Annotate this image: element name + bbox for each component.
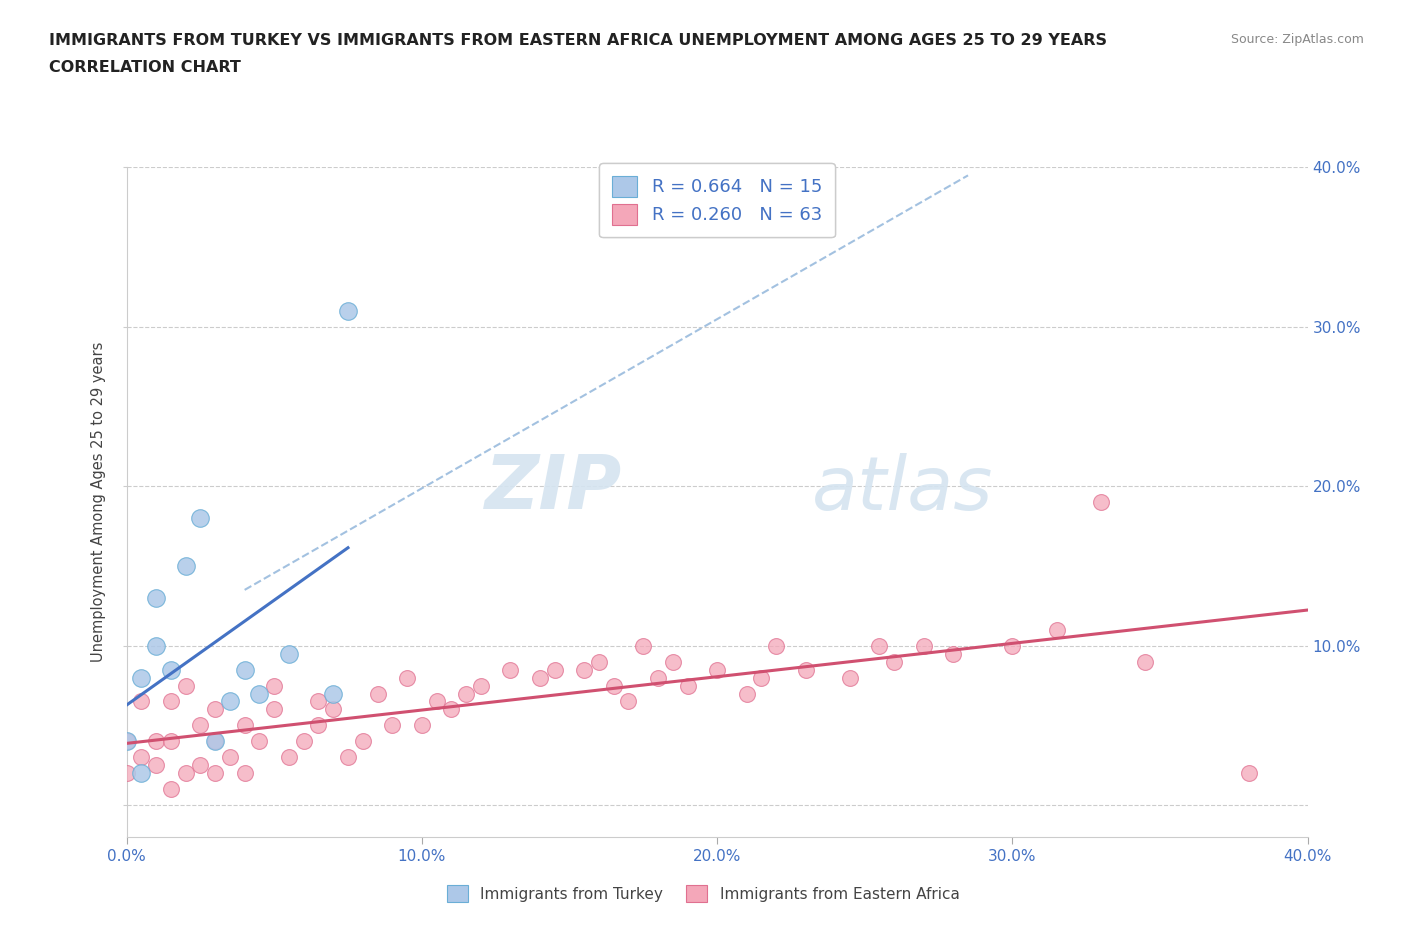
Y-axis label: Unemployment Among Ages 25 to 29 years: Unemployment Among Ages 25 to 29 years: [91, 342, 107, 662]
Point: [129, 671, 153, 685]
Point: [188, 758, 211, 773]
Point: [115, 765, 138, 780]
Point: [647, 671, 669, 685]
Point: [765, 638, 787, 653]
Point: [233, 662, 256, 677]
Point: [219, 694, 242, 709]
Point: [337, 303, 360, 318]
Legend: Immigrants from Turkey, Immigrants from Eastern Africa: Immigrants from Turkey, Immigrants from …: [436, 874, 970, 913]
Point: [159, 734, 183, 749]
Point: [233, 718, 256, 733]
Point: [543, 662, 565, 677]
Point: [1090, 495, 1112, 510]
Point: [219, 750, 242, 764]
Point: [381, 718, 404, 733]
Point: [115, 734, 138, 749]
Point: [204, 734, 226, 749]
Point: [574, 662, 596, 677]
Point: [631, 638, 654, 653]
Point: [411, 718, 433, 733]
Point: [247, 686, 270, 701]
Point: [869, 638, 891, 653]
Point: [263, 702, 285, 717]
Point: [661, 654, 683, 669]
Point: [425, 694, 447, 709]
Point: [159, 694, 183, 709]
Point: [676, 678, 699, 693]
Point: [292, 734, 315, 749]
Point: [529, 671, 551, 685]
Point: [204, 734, 226, 749]
Point: [337, 750, 360, 764]
Point: [603, 678, 626, 693]
Point: [735, 686, 758, 701]
Text: ZIP: ZIP: [485, 452, 623, 525]
Point: [352, 734, 374, 749]
Point: [838, 671, 860, 685]
Point: [883, 654, 905, 669]
Point: [1133, 654, 1156, 669]
Point: [617, 694, 640, 709]
Point: [454, 686, 477, 701]
Point: [1237, 765, 1260, 780]
Point: [794, 662, 817, 677]
Text: Source: ZipAtlas.com: Source: ZipAtlas.com: [1230, 33, 1364, 46]
Point: [470, 678, 492, 693]
Point: [174, 559, 197, 574]
Point: [1001, 638, 1024, 653]
Point: [129, 694, 153, 709]
Text: IMMIGRANTS FROM TURKEY VS IMMIGRANTS FROM EASTERN AFRICA UNEMPLOYMENT AMONG AGES: IMMIGRANTS FROM TURKEY VS IMMIGRANTS FRO…: [49, 33, 1107, 47]
Point: [440, 702, 463, 717]
Point: [174, 678, 197, 693]
Point: [751, 671, 773, 685]
Point: [145, 591, 167, 605]
Point: [322, 702, 344, 717]
Point: [233, 765, 256, 780]
Point: [942, 646, 965, 661]
Point: [247, 734, 270, 749]
Point: [159, 782, 183, 797]
Point: [188, 718, 211, 733]
Point: [145, 638, 167, 653]
Point: [706, 662, 728, 677]
Point: [145, 758, 167, 773]
Point: [159, 662, 183, 677]
Text: atlas: atlas: [811, 453, 993, 525]
Point: [366, 686, 388, 701]
Point: [263, 678, 285, 693]
Legend: R = 0.664   N = 15, R = 0.260   N = 63: R = 0.664 N = 15, R = 0.260 N = 63: [599, 163, 835, 237]
Point: [115, 734, 138, 749]
Point: [145, 734, 167, 749]
Point: [912, 638, 935, 653]
Point: [588, 654, 610, 669]
Point: [307, 694, 329, 709]
Point: [204, 765, 226, 780]
Point: [278, 750, 301, 764]
Point: [396, 671, 419, 685]
Point: [278, 646, 301, 661]
Point: [129, 750, 153, 764]
Text: CORRELATION CHART: CORRELATION CHART: [49, 60, 240, 75]
Point: [129, 765, 153, 780]
Point: [174, 765, 197, 780]
Point: [499, 662, 522, 677]
Point: [322, 686, 344, 701]
Point: [188, 511, 211, 525]
Point: [307, 718, 329, 733]
Point: [204, 702, 226, 717]
Point: [1045, 622, 1069, 637]
